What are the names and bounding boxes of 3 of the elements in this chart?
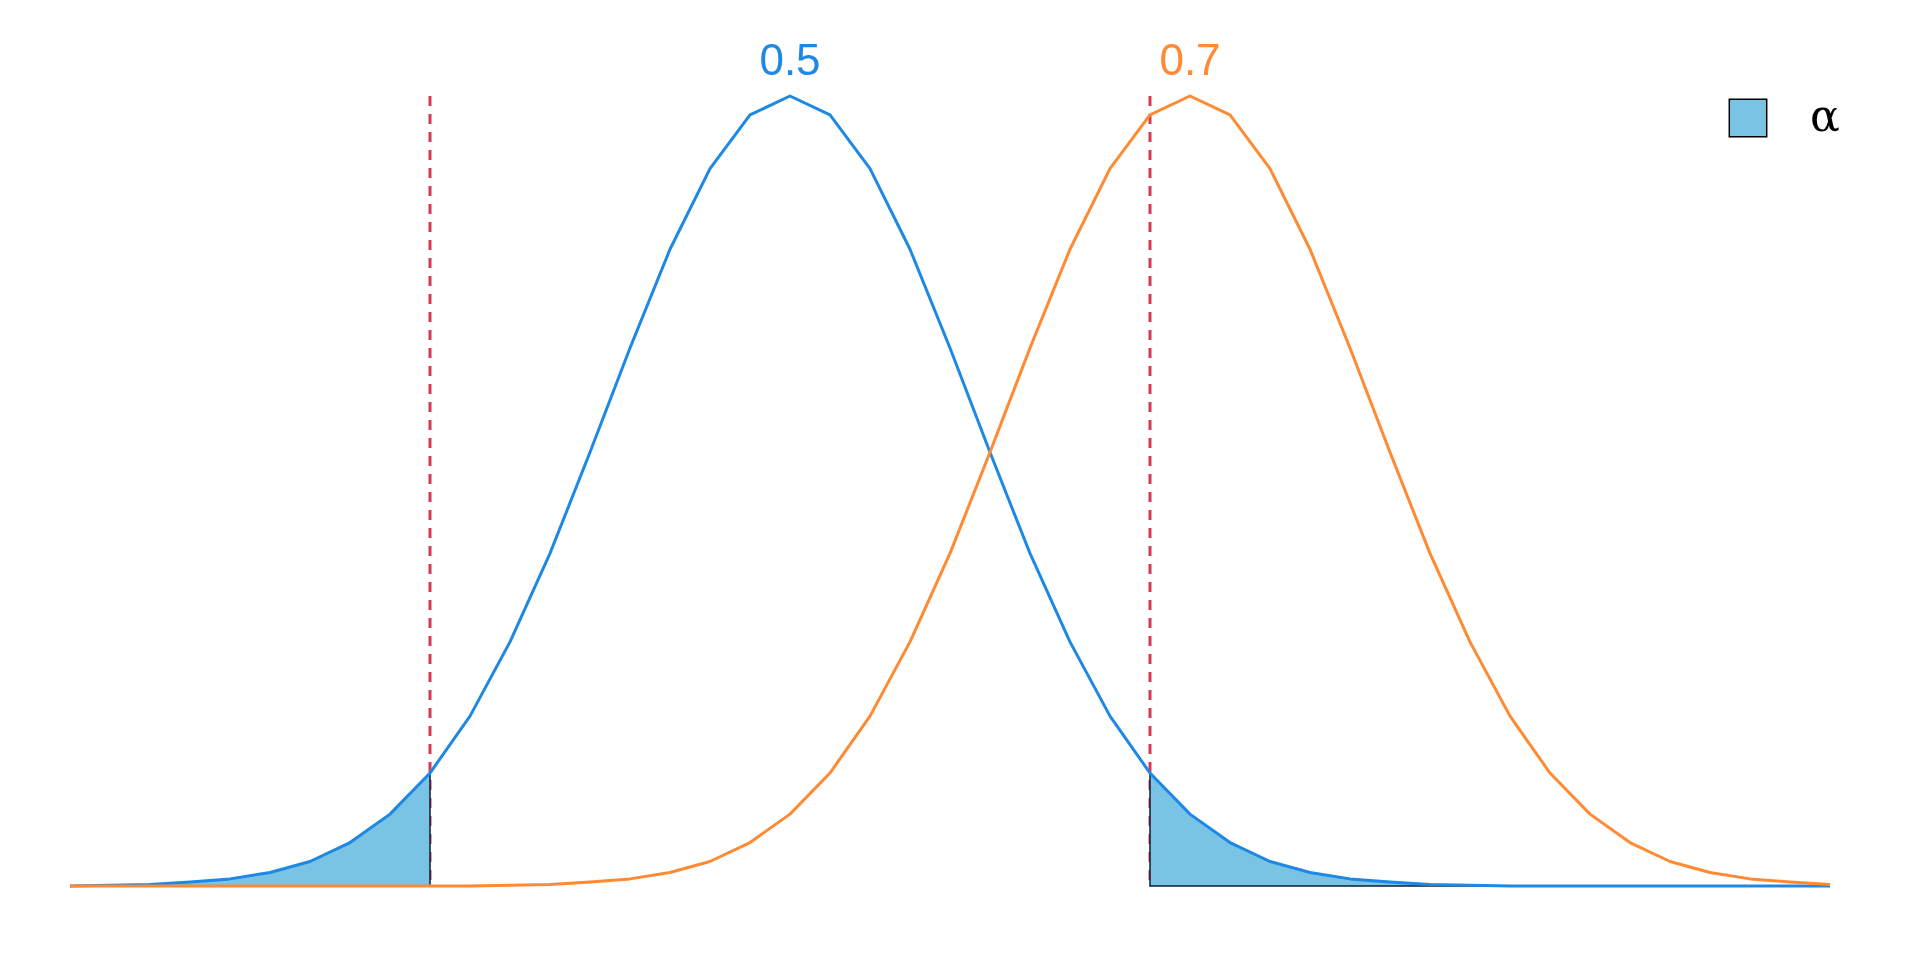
legend-label: α	[1810, 90, 1840, 141]
series-label: 0.5	[759, 35, 821, 84]
series-label: 0.7	[1159, 35, 1221, 84]
